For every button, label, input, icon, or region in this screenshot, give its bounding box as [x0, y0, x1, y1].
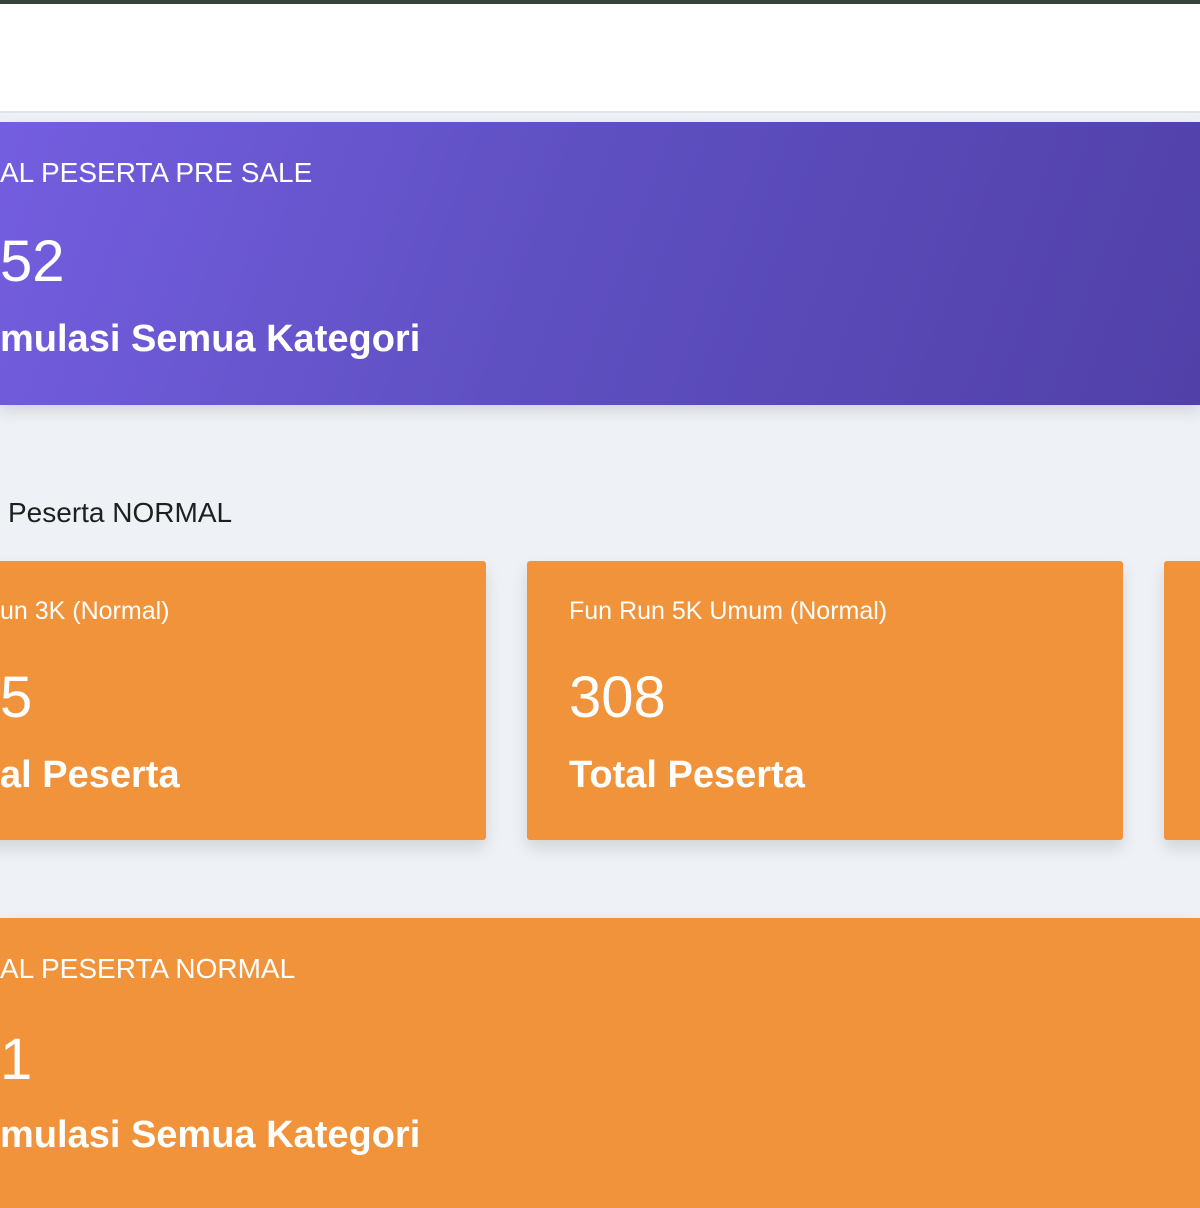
- browser-top-bar: [0, 0, 1200, 4]
- normal-section-heading: Peserta NORMAL: [8, 497, 233, 528]
- presale-total-banner: AL PESERTA PRE SALE 52 mulasi Semua Kate…: [0, 122, 1200, 405]
- page-header: [0, 4, 1200, 113]
- normal-total-value: 1: [0, 1027, 33, 1092]
- normal-total-banner: AL PESERTA NORMAL 1 mulasi Semua Kategor…: [0, 918, 1200, 1208]
- normal-total-subtitle: mulasi Semua Kategori: [0, 1114, 421, 1156]
- card-value: 308: [569, 665, 666, 730]
- category-card-fun-run-3k: un 3K (Normal) 5 al Peserta: [0, 561, 486, 840]
- card-title: Fun Run 5K Umum (Normal): [569, 597, 888, 625]
- card-subtitle: Total Peserta: [569, 754, 805, 796]
- presale-value: 52: [0, 229, 65, 294]
- presale-subtitle: mulasi Semua Kategori: [0, 318, 421, 360]
- category-card-fun-run-5k-umum: Fun Run 5K Umum (Normal) 308 Total Peser…: [527, 561, 1123, 840]
- presale-title: AL PESERTA PRE SALE: [0, 157, 313, 188]
- card-subtitle: al Peserta: [0, 754, 180, 796]
- category-card-partial: [1164, 561, 1200, 840]
- card-value: 5: [0, 665, 33, 730]
- card-title: un 3K (Normal): [0, 597, 170, 625]
- normal-total-title: AL PESERTA NORMAL: [0, 953, 296, 984]
